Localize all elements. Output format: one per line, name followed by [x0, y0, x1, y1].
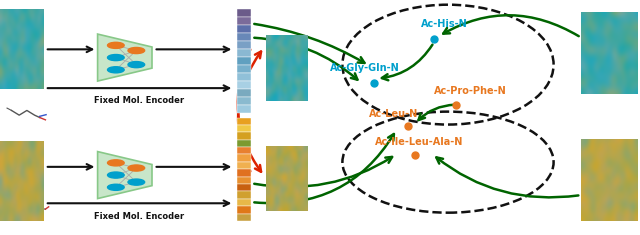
Bar	[237, 25, 251, 33]
Circle shape	[108, 42, 124, 48]
Bar	[237, 147, 251, 154]
Bar	[237, 162, 251, 169]
Bar	[237, 184, 251, 191]
Bar	[237, 176, 251, 184]
Circle shape	[108, 184, 124, 190]
Text: Fixed Mol. Encoder: Fixed Mol. Encoder	[95, 212, 184, 221]
Text: Fixed Mol. Encoder: Fixed Mol. Encoder	[95, 96, 184, 105]
Point	[429, 37, 439, 41]
Bar	[237, 191, 251, 199]
Bar	[237, 65, 251, 73]
Bar	[237, 169, 251, 176]
Bar	[237, 125, 251, 132]
Point	[369, 81, 380, 85]
Polygon shape	[97, 34, 152, 81]
Circle shape	[128, 62, 145, 68]
Text: Ac-His-N: Ac-His-N	[421, 19, 468, 29]
Circle shape	[128, 165, 145, 171]
Point	[451, 103, 461, 107]
Circle shape	[108, 67, 124, 73]
Bar	[237, 89, 251, 97]
Bar	[237, 33, 251, 41]
Text: Ac-Gly-Gln-N: Ac-Gly-Gln-N	[330, 63, 399, 73]
Circle shape	[128, 179, 145, 185]
Bar	[237, 199, 251, 206]
Bar	[237, 73, 251, 81]
Circle shape	[108, 160, 124, 166]
Polygon shape	[97, 152, 152, 199]
Bar	[237, 105, 251, 113]
Bar	[237, 49, 251, 57]
Bar	[237, 9, 251, 17]
Text: Ac-Leu-N: Ac-Leu-N	[369, 109, 418, 119]
Bar	[237, 97, 251, 105]
Bar	[237, 118, 251, 125]
Bar	[237, 132, 251, 140]
Text: Ac-Pro-Phe-N: Ac-Pro-Phe-N	[434, 86, 507, 96]
Bar	[237, 214, 251, 221]
Circle shape	[108, 55, 124, 61]
Circle shape	[128, 47, 145, 54]
Text: Ac-Ile-Leu-Ala-N: Ac-Ile-Leu-Ala-N	[375, 137, 463, 147]
Bar	[237, 57, 251, 65]
Bar	[237, 41, 251, 49]
Bar	[237, 140, 251, 147]
Bar	[237, 154, 251, 162]
Bar	[237, 81, 251, 89]
Point	[410, 153, 420, 157]
Bar	[237, 206, 251, 214]
Circle shape	[108, 172, 124, 178]
Point	[403, 125, 413, 128]
Bar	[237, 17, 251, 25]
